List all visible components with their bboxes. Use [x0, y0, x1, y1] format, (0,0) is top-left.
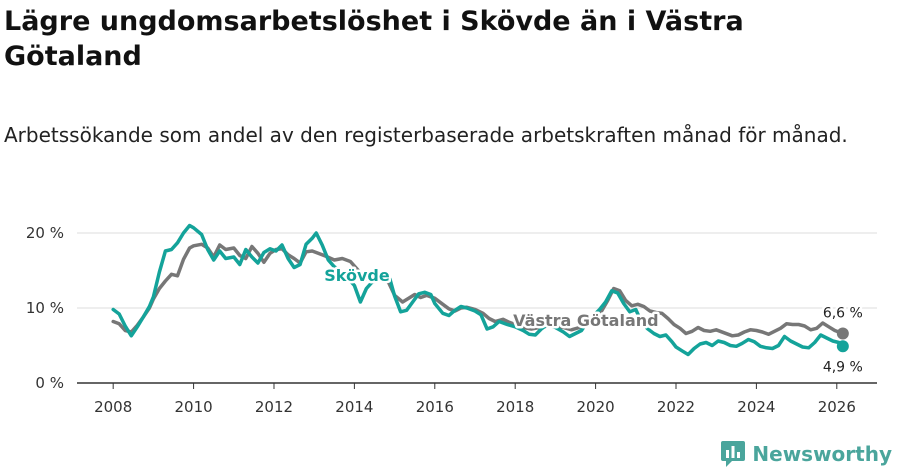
y-tick-label: 0 %: [35, 374, 64, 392]
chart-title: Lägre ungdomsarbetslöshet i Skövde än i …: [4, 6, 744, 72]
x-tick-label: 2016: [416, 398, 454, 416]
end-point-vastra-gotaland: [836, 327, 849, 340]
y-axis-ticks: 0 % 10 % 20 %: [26, 224, 64, 392]
brand-name: Newsworthy: [752, 442, 892, 466]
end-point-skovde: [836, 340, 849, 353]
series-label-skovde: Skövde: [324, 266, 390, 285]
y-tick-label: 20 %: [26, 224, 64, 242]
x-tick-label: 2010: [174, 398, 212, 416]
series-lines: [111, 223, 849, 357]
x-tick-label: 2012: [255, 398, 293, 416]
series-labels: Skövde Västra Götaland 6,6 % 4,9 %: [322, 264, 866, 378]
x-tick-label: 2018: [496, 398, 534, 416]
x-tick-label: 2020: [576, 398, 614, 416]
grid-lines: [77, 232, 877, 384]
y-tick-label: 10 %: [26, 299, 64, 317]
series-line-vastra-gotaland: [111, 242, 845, 338]
chart-subtitle: Arbetssökande som andel av den registerb…: [4, 123, 848, 147]
x-tick-label: 2024: [737, 398, 775, 416]
x-tick-label: 2008: [94, 398, 132, 416]
x-tick-label: 2026: [818, 398, 856, 416]
series-line-skovde: [111, 223, 845, 357]
end-label-vastra-gotaland: 6,6 %: [823, 306, 863, 322]
x-axis-ticks: 2008 2010 2012 2014 2016 2018 2020 2022 2024 2026: [94, 383, 856, 416]
newsworthy-logo-icon: [721, 441, 746, 467]
x-tick-label: 2022: [657, 398, 695, 416]
end-label-skovde: 4,9 %: [823, 359, 863, 375]
series-label-vastra-gotaland: Västra Götaland: [513, 311, 658, 330]
brand-logo: Newsworthy: [720, 440, 892, 468]
x-tick-label: 2014: [335, 398, 373, 416]
